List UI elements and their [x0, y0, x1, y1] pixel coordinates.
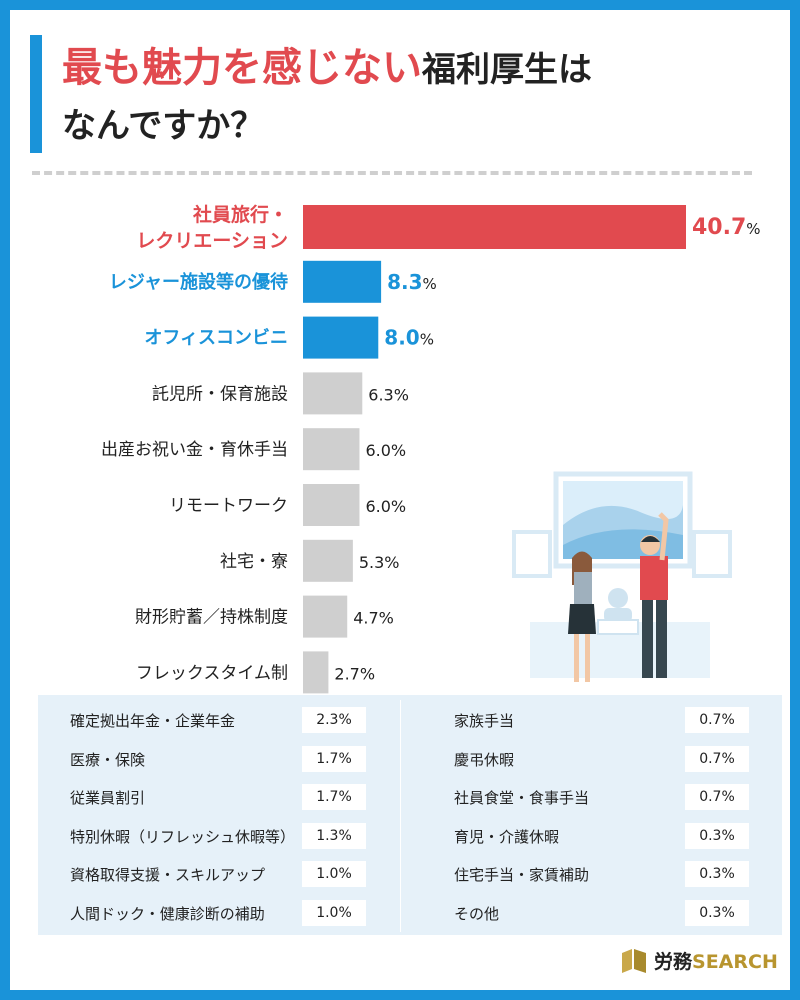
table-row: 従業員割引 1.7%: [38, 778, 408, 816]
category-label: レクリエーション: [136, 230, 288, 252]
other-answers-table: 確定拠出年金・企業年金 2.3% 医療・保険 1.7% 従業員割引 1.7% 特別休暇（リフ…: [38, 695, 782, 935]
table-row: その他 0.3%: [402, 894, 772, 932]
category-label: 財形貯蓄／持株制度: [135, 608, 288, 628]
table-row-value: 0.7%: [685, 707, 749, 733]
table-row-value: 0.7%: [685, 745, 749, 772]
logo: 労務SEARCH: [620, 942, 778, 978]
table-row-value: 1.7%: [302, 784, 366, 810]
title-rest: 福利厚生は: [422, 50, 592, 90]
value-label: 2.7%: [334, 664, 375, 683]
table-row-label: その他: [454, 904, 500, 923]
dashed-divider: [32, 171, 752, 175]
category-label: 託児所・保育施設: [152, 384, 288, 404]
table-row-label: 特別休暇（リフレッシュ休暇等）: [70, 827, 296, 846]
table-row-label: 住宅手当・家賃補助: [454, 866, 590, 884]
table-row-value: 1.7%: [302, 745, 366, 772]
page-title: 最も魅力を感じない福利厚生は なんですか？: [62, 40, 592, 154]
table-row-value: 0.3%: [685, 861, 749, 887]
value-label: 6.0%: [365, 441, 406, 460]
title-accent-bar: [30, 35, 42, 153]
table-row: 社員食堂・食事手当 0.7%: [402, 778, 772, 816]
table-row: 育児・介護休暇 0.3%: [402, 817, 772, 855]
bar-3: [303, 372, 363, 415]
table-row-value: 2.3%: [302, 707, 366, 733]
category-label: 出産お祝い金・育休手当: [101, 440, 288, 460]
people-illustration-icon: [512, 471, 732, 682]
bar-4: [303, 428, 360, 471]
title-highlight: 最も魅力を感じない: [62, 45, 422, 91]
table-row-label: 確定拠出年金・企業年金: [70, 712, 236, 730]
value-label: 8.3%: [387, 270, 437, 294]
table-row-label: 慶弔休暇: [454, 750, 515, 769]
table-row: 資格取得支援・スキルアップ 1.0%: [38, 855, 408, 893]
category-label: 社宅・寮: [220, 552, 288, 572]
bar-0: [303, 205, 686, 249]
category-label: レジャー施設等の優待: [109, 271, 288, 293]
table-row-value: 0.3%: [685, 899, 749, 926]
category-label: フレックスタイム制: [136, 663, 288, 683]
table-row-value: 1.3%: [302, 822, 366, 849]
bar-2: [303, 316, 379, 359]
title-line2: なんですか？: [62, 106, 265, 146]
bar-6: [303, 539, 353, 582]
table-row: 住宅手当・家賃補助 0.3%: [402, 855, 772, 893]
table-row: 人間ドック・健康診断の補助 1.0%: [38, 894, 408, 932]
table-row-value: 0.7%: [685, 784, 749, 810]
table-row-label: 人間ドック・健康診断の補助: [70, 904, 265, 923]
category-label: リモートワーク: [169, 496, 288, 516]
table-row-value: 0.3%: [685, 822, 749, 849]
value-label: 4.7%: [353, 609, 394, 628]
table-divider: [400, 700, 401, 932]
bar-5: [303, 484, 360, 526]
category-label: 社員旅行・: [192, 203, 288, 226]
logo-jp: 労務: [654, 950, 693, 973]
bar-7: [303, 595, 348, 638]
table-row-label: 育児・介護休暇: [454, 827, 560, 846]
table-row-label: 家族手当: [454, 712, 515, 730]
value-label: 6.3%: [368, 385, 409, 404]
book-logo-icon: [620, 947, 648, 973]
table-row: 医療・保険 1.7%: [38, 740, 408, 778]
table-row-value: 1.0%: [302, 861, 366, 887]
bar-chart: 社員旅行・レクリエーション 40.7% レジャー施設等の優待 8.3% オフィスコンビニ…: [101, 203, 761, 694]
table-row-label: 資格取得支援・スキルアップ: [70, 866, 266, 884]
value-label: 40.7%: [692, 215, 761, 240]
table-row: 確定拠出年金・企業年金 2.3%: [38, 701, 408, 739]
value-label: 6.0%: [365, 497, 406, 516]
table-row: 特別休暇（リフレッシュ休暇等） 1.3%: [38, 817, 408, 855]
table-row: 慶弔休暇 0.7%: [402, 740, 772, 778]
table-row-label: 従業員割引: [70, 789, 146, 807]
table-row-label: 医療・保険: [70, 750, 146, 769]
value-label: 5.3%: [359, 553, 400, 572]
bar-8: [303, 651, 329, 694]
table-row: 家族手当 0.7%: [402, 701, 772, 739]
table-row-value: 1.0%: [302, 899, 366, 926]
category-label: オフィスコンビニ: [144, 328, 288, 349]
value-label: 8.0%: [384, 326, 434, 350]
table-row-label: 社員食堂・食事手当: [454, 789, 590, 807]
logo-en: SEARCH: [692, 950, 778, 973]
bar-1: [303, 260, 382, 303]
